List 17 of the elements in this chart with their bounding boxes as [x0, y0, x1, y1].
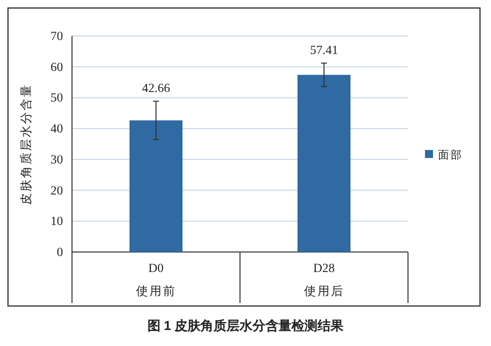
data-label: 42.66: [142, 81, 170, 96]
y-tick-label: 0: [56, 245, 63, 259]
y-tick-label: 60: [50, 60, 63, 74]
y-tick-label: 50: [50, 90, 63, 105]
y-tick-label: 10: [50, 214, 63, 228]
y-tick-label: 20: [50, 183, 63, 198]
y-tick-label: 30: [50, 152, 63, 166]
text: 使用后: [304, 284, 344, 298]
text: 图 1 皮肤角质层水分含量检测结果: [147, 318, 345, 333]
text: 使用前: [136, 284, 176, 298]
legend-label: 面部: [438, 148, 463, 162]
y-axis-title: 皮肤角质层水分含量: [19, 83, 33, 205]
y-tick-label: 70: [50, 29, 63, 43]
data-label: 57.41: [310, 43, 338, 58]
x-tick-label: D28: [313, 261, 335, 275]
x-tick-label: D0: [148, 261, 164, 275]
y-tick-label: 40: [50, 122, 63, 136]
